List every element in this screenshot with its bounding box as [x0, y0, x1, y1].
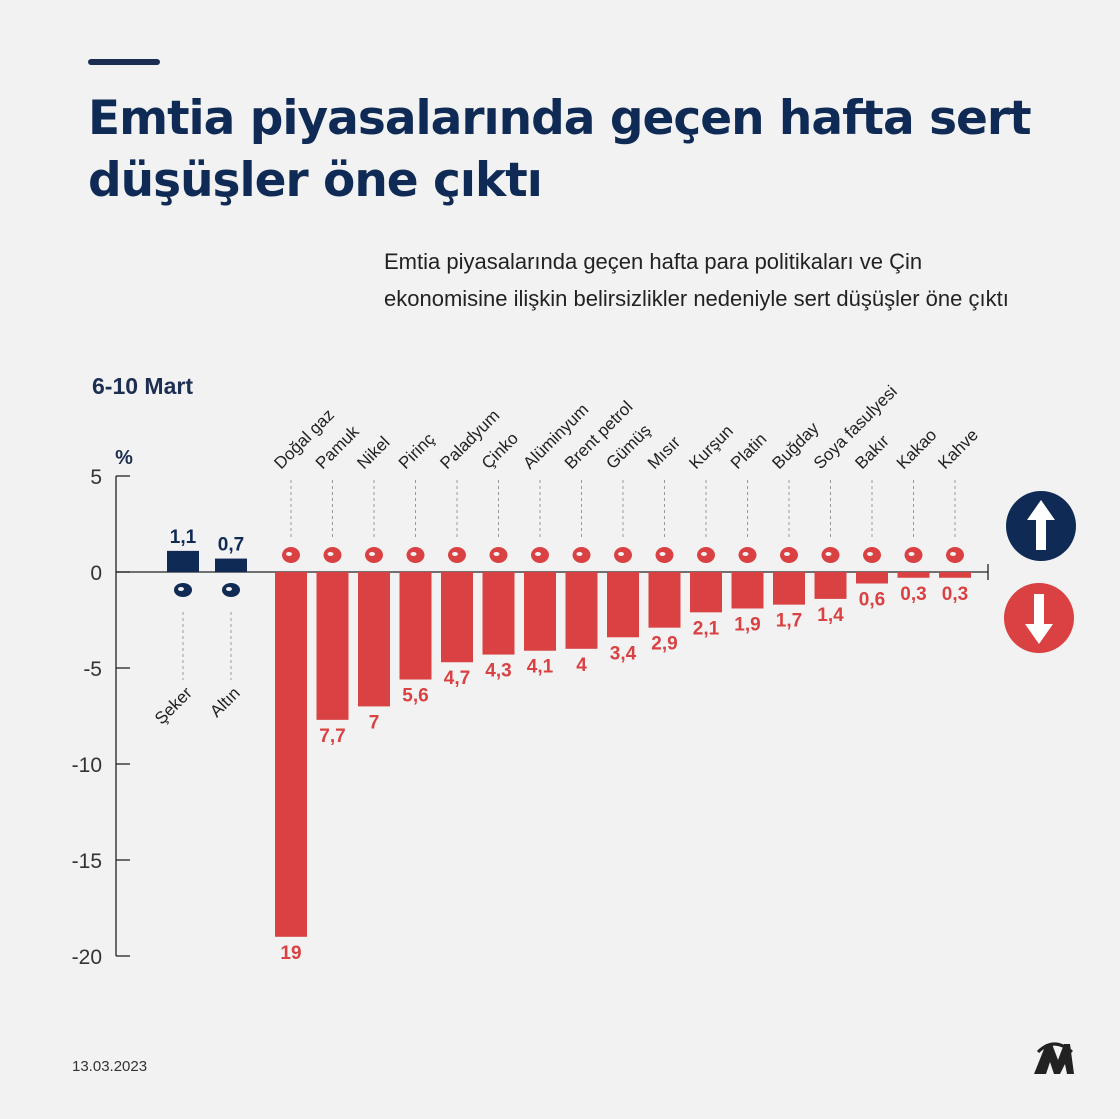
rice-sack-icon — [406, 547, 425, 563]
flame-icon — [282, 547, 300, 563]
bar-Gümüş — [607, 572, 639, 638]
aa-logo — [1034, 1042, 1074, 1074]
data-label: 7 — [369, 712, 380, 733]
bar-Platin — [731, 572, 764, 609]
gold-bars-icon — [222, 583, 240, 597]
data-label: 4 — [576, 655, 587, 676]
title-accent-bar — [88, 59, 160, 65]
bar-Alüminyum — [524, 572, 556, 651]
oil-barrel-icon — [572, 547, 591, 563]
metal-bars-icon — [738, 547, 757, 563]
sugar-sack-icon — [174, 583, 192, 597]
y-axis-unit: % — [115, 447, 133, 469]
data-label: 2,1 — [693, 618, 720, 639]
soybean-icon — [821, 547, 840, 563]
bar-Pamuk — [316, 572, 349, 720]
data-label: 19 — [280, 943, 301, 964]
cocoa-icon — [904, 547, 923, 563]
period-label: 6-10 Mart — [92, 373, 193, 399]
bar-Kakao — [897, 572, 930, 578]
bar-Kahve — [939, 572, 971, 578]
date-label: 13.03.2023 — [72, 1058, 148, 1075]
bar-Paladyum — [441, 572, 473, 663]
bar-Çinko — [482, 572, 515, 655]
metal-bars-icon — [697, 547, 715, 563]
bar-Doğal gaz — [275, 572, 307, 937]
bar-Brent petrol — [565, 572, 598, 649]
data-label: 3,4 — [610, 643, 637, 664]
data-label: 1,1 — [170, 527, 197, 548]
y-tick-label: 0 — [90, 562, 102, 585]
bar-Buğday — [773, 572, 805, 605]
category-label: Kakao — [893, 425, 941, 473]
category-label: Altın — [206, 683, 243, 720]
bar-Altın — [215, 558, 247, 572]
category-label: Kahve — [934, 425, 982, 473]
metal-bars-icon — [614, 547, 632, 563]
corn-icon — [655, 547, 674, 563]
y-tick-label: -5 — [83, 658, 102, 681]
coffee-bean-icon — [946, 547, 964, 563]
arrow-up-icon — [1027, 500, 1055, 550]
category-label: Pirinç — [395, 429, 439, 473]
category-label: Kurşun — [685, 421, 737, 473]
bar-Nikel — [358, 572, 390, 707]
data-label: 2,9 — [651, 634, 677, 655]
bar-Pirinç — [399, 572, 432, 680]
bar-Soya fasulyesi — [814, 572, 847, 599]
bar-Şeker — [167, 550, 199, 572]
data-label: 0,3 — [900, 584, 926, 605]
category-label: Şeker — [151, 683, 196, 728]
ingot-stack-icon — [531, 547, 549, 563]
ingot-stack-icon — [863, 547, 881, 563]
data-label: 1,4 — [817, 605, 844, 626]
page-title: Emtia piyasalarında geçen hafta sert düş… — [88, 91, 1032, 208]
arrow-down-icon — [1025, 594, 1053, 644]
y-tick-label: -10 — [72, 754, 102, 777]
subtitle: Emtia piyasalarında geçen hafta para pol… — [384, 249, 1009, 311]
metal-bars-icon — [489, 547, 508, 563]
data-label: 4,3 — [485, 661, 511, 682]
bar-Bakır — [856, 572, 888, 584]
data-label: 4,1 — [527, 657, 554, 678]
data-label: 1,7 — [776, 611, 802, 632]
data-label: 0,3 — [942, 584, 968, 605]
data-label: 1,9 — [734, 614, 760, 635]
y-tick-label: -15 — [72, 850, 102, 873]
data-label: 7,7 — [319, 726, 345, 747]
data-label: 0,7 — [218, 535, 244, 556]
wheat-icon — [780, 547, 798, 563]
metal-bars-icon — [448, 547, 466, 563]
y-tick-label: -20 — [72, 946, 102, 969]
bar-Mısır — [648, 572, 681, 628]
bar-Kurşun — [690, 572, 722, 613]
metal-bars-icon — [365, 547, 383, 563]
data-label: 0,6 — [859, 590, 885, 611]
data-label: 4,7 — [444, 668, 470, 689]
data-label: 5,6 — [402, 686, 428, 707]
cotton-icon — [323, 547, 342, 563]
y-tick-label: 5 — [90, 466, 102, 489]
